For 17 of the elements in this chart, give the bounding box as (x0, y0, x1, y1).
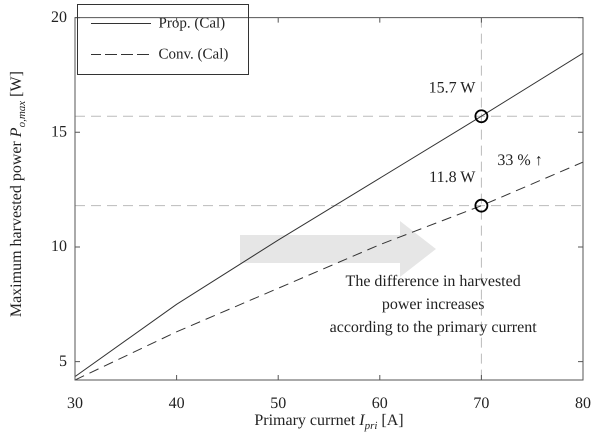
y-tick-label: 20 (51, 8, 67, 26)
x-tick-label: 50 (270, 394, 286, 412)
annotation: 33 % ↑ (497, 152, 543, 170)
annotation: 15.7 W (428, 79, 476, 96)
legend-label: Conv. (Cal) (158, 46, 228, 62)
annotation: 11.8 W (429, 168, 476, 186)
y-tick-label: 10 (51, 238, 67, 256)
x-tick-label: 60 (372, 394, 388, 412)
x-axis-title: Primary currnet I$_{pri}$ [A] (253, 412, 405, 432)
x-tick-label: 80 (575, 394, 591, 412)
x-tick-label: 70 (473, 394, 490, 412)
y-tick-label: 15 (51, 123, 67, 140)
x-tick-label: 30 (67, 394, 83, 412)
x-tick-label: 40 (168, 394, 185, 412)
legend-label: Prop. (Cal) (158, 15, 226, 32)
y-tick-label: 5 (59, 352, 67, 370)
annotation: The difference in harvested power increases according to the primary current (330, 273, 538, 336)
